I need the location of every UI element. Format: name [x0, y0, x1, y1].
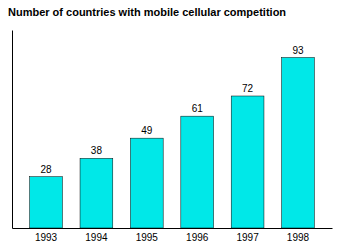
bars [30, 58, 315, 229]
data-label: 72 [242, 83, 254, 94]
x-tick-label: 1996 [186, 232, 209, 243]
data-labels: 28 38 49 61 72 93 [40, 45, 304, 175]
bar [282, 58, 315, 229]
x-tick: 1995 [136, 232, 159, 243]
bar [30, 177, 63, 228]
bar [231, 96, 264, 228]
data-label: 61 [192, 103, 204, 114]
x-tick: 1998 [287, 232, 310, 243]
x-tick: 1993 [35, 232, 58, 243]
bar [181, 116, 214, 228]
x-tick: 1997 [236, 232, 259, 243]
chart-title: Number of countries with mobile cellular… [8, 6, 286, 18]
x-axis-line [13, 228, 333, 229]
x-tick: 1994 [85, 232, 108, 243]
x-axis: 1993 1994 1995 1996 1997 1998 [13, 229, 333, 244]
plot-area: 1993 1994 1995 1996 1997 1998 28 38 49 61 72 93 [13, 31, 333, 244]
chart-svg: Number of countries with mobile cellular… [0, 0, 342, 252]
x-tick-label: 1998 [287, 232, 310, 243]
x-tick: 1996 [186, 232, 209, 243]
y-axis [12, 31, 13, 229]
x-tick-label: 1997 [236, 232, 259, 243]
x-tick-label: 1994 [85, 232, 108, 243]
data-label: 38 [91, 145, 103, 156]
chart-container: Number of countries with mobile cellular… [0, 0, 342, 252]
bar [130, 138, 163, 228]
bar [80, 158, 113, 228]
x-tick-label: 1995 [136, 232, 159, 243]
x-tick-label: 1993 [35, 232, 58, 243]
data-label: 93 [292, 45, 304, 56]
data-label: 49 [141, 125, 153, 136]
data-label: 28 [40, 164, 52, 175]
y-axis-line [12, 31, 13, 229]
